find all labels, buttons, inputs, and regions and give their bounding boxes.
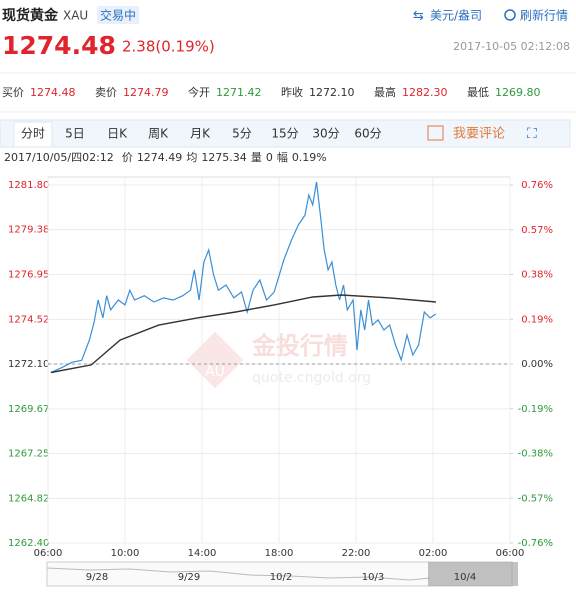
x-tick-label: 22:00 (342, 548, 371, 559)
quote-label: 今开 (188, 85, 210, 99)
navigator-labels: 9/28 9/29 10/2 10/3 10/4 (86, 572, 476, 583)
plot: 1281.80 1279.38 1276.95 1274.52 1272.10 1269.… (8, 176, 553, 559)
tab[interactable]: 日K (107, 127, 128, 141)
name: 现货黄金 (2, 7, 59, 24)
quote-label: 昨收 (281, 85, 303, 99)
y-tick-label: 1274.52 (8, 314, 49, 325)
navigator-label: 9/29 (178, 572, 200, 583)
y-tick-label: 1267.25 (8, 449, 49, 460)
tab[interactable]: 5日 (65, 127, 85, 141)
series-line (50, 294, 436, 374)
y-tick-label: 1281.80 (8, 180, 49, 191)
y-tick-label: 1272.10 (8, 359, 49, 370)
y2-tick-label: -0.38% (518, 449, 553, 460)
y2-tick-label: 0.38% (521, 270, 553, 281)
quote-label: 最高 (374, 85, 396, 99)
navigator-window[interactable] (428, 562, 518, 586)
x-tick-label: 10:00 (111, 548, 140, 559)
navigator-label: 10/2 (270, 572, 292, 583)
watermark-site: quote.cngold.org (252, 370, 371, 386)
y2-tick-label: -0.19% (518, 404, 553, 415)
quote-value: 1272.10 (309, 86, 355, 99)
code: XAU (63, 9, 88, 23)
y-tick-label: 1279.38 (8, 225, 49, 236)
tab[interactable]: 分时 (21, 127, 45, 141)
y-tick-label: 1264.82 (8, 493, 49, 504)
navigator-label: 10/3 (362, 572, 384, 583)
comment[interactable]: 我要评论 (453, 127, 505, 142)
x-tick-label: 02:00 (419, 548, 448, 559)
info: 2017/10/05/四02:12 价 1274.49 均 1275.34 量 0 幅 0.19… (4, 151, 327, 164)
y2-tick-label: -0.57% (518, 493, 553, 504)
info-item: 幅 (277, 151, 288, 164)
refresh[interactable]: 刷新行情 (520, 8, 568, 23)
info-item: 价 (122, 151, 133, 164)
info-item: 均 (186, 151, 197, 164)
tab[interactable]: 周K (148, 127, 169, 141)
status: 交易中 (100, 8, 136, 23)
navigator-label: 9/28 (86, 572, 108, 583)
y-tick-label: 1262.40 (8, 538, 49, 549)
change: 2.38(0.19%) (122, 38, 215, 56)
quote-value: 1282.30 (402, 86, 448, 99)
info-item: 0 (266, 151, 273, 164)
y2-tick-label: 0.19% (521, 314, 553, 325)
tab[interactable]: 30分 (312, 127, 339, 141)
refresh-icon[interactable] (504, 9, 516, 21)
info-item: 2017/10/05/四02:12 (4, 151, 114, 164)
price: 1274.48 (2, 31, 116, 60)
watermark-logo: AU (205, 364, 225, 380)
quotes: 买价 1274.48 卖价 1274.79 今开 1271.42 昨收 1272.10 最高 12… (2, 85, 541, 99)
quote-value: 1274.48 (30, 86, 76, 99)
x-tick-label: 18:00 (265, 548, 294, 559)
y2-tick-label: 0.76% (521, 180, 553, 191)
tab[interactable]: 15分 (271, 127, 298, 141)
info-item: 0.19% (292, 151, 327, 164)
y2-tick-label: -0.76% (518, 538, 553, 549)
quote-label: 最低 (467, 86, 489, 99)
x-tick-label: 14:00 (188, 548, 217, 559)
tab[interactable]: 5分 (232, 127, 252, 141)
status-bg (97, 6, 139, 24)
y-tick-label: 1276.95 (8, 270, 49, 281)
quote-value: 1269.80 (495, 86, 541, 99)
info-item: 1274.49 (137, 151, 183, 164)
comment-icon[interactable] (427, 125, 444, 141)
tab-bar (0, 119, 571, 148)
tab[interactable]: 60分 (354, 127, 381, 141)
tabs: 分时 5日 日K 周K 月K 5分 15分 30分 60分 (13, 121, 382, 148)
y2-tick-label: 0.00% (521, 359, 553, 370)
tab[interactable]: 月K (190, 127, 211, 141)
y-tick-label: 1269.67 (8, 404, 49, 415)
navigator-label: 10/4 (454, 572, 476, 583)
quote-value: 1271.42 (216, 86, 262, 99)
currency-icon[interactable]: ⇆ (413, 9, 424, 24)
x-tick-label: 06:00 (496, 548, 525, 559)
quote-label: 卖价 (95, 86, 117, 99)
currency[interactable]: 美元/盎司 (430, 9, 482, 23)
y2-tick-label: 0.57% (521, 225, 553, 236)
navigator-line (46, 567, 431, 581)
info-item: 量 (251, 151, 262, 164)
time: 2017-10-05 02:12:08 (453, 40, 570, 53)
x-tick-label: 06:00 (34, 548, 63, 559)
info-item: 1275.34 (201, 151, 247, 164)
quote-label: 买价 (2, 86, 24, 99)
watermark-name: 金投行情 (251, 332, 348, 360)
fullscreen[interactable]: ⛶ (527, 126, 537, 142)
series-line (50, 181, 437, 374)
tab-active (13, 121, 53, 148)
quote-value: 1274.79 (123, 86, 169, 99)
